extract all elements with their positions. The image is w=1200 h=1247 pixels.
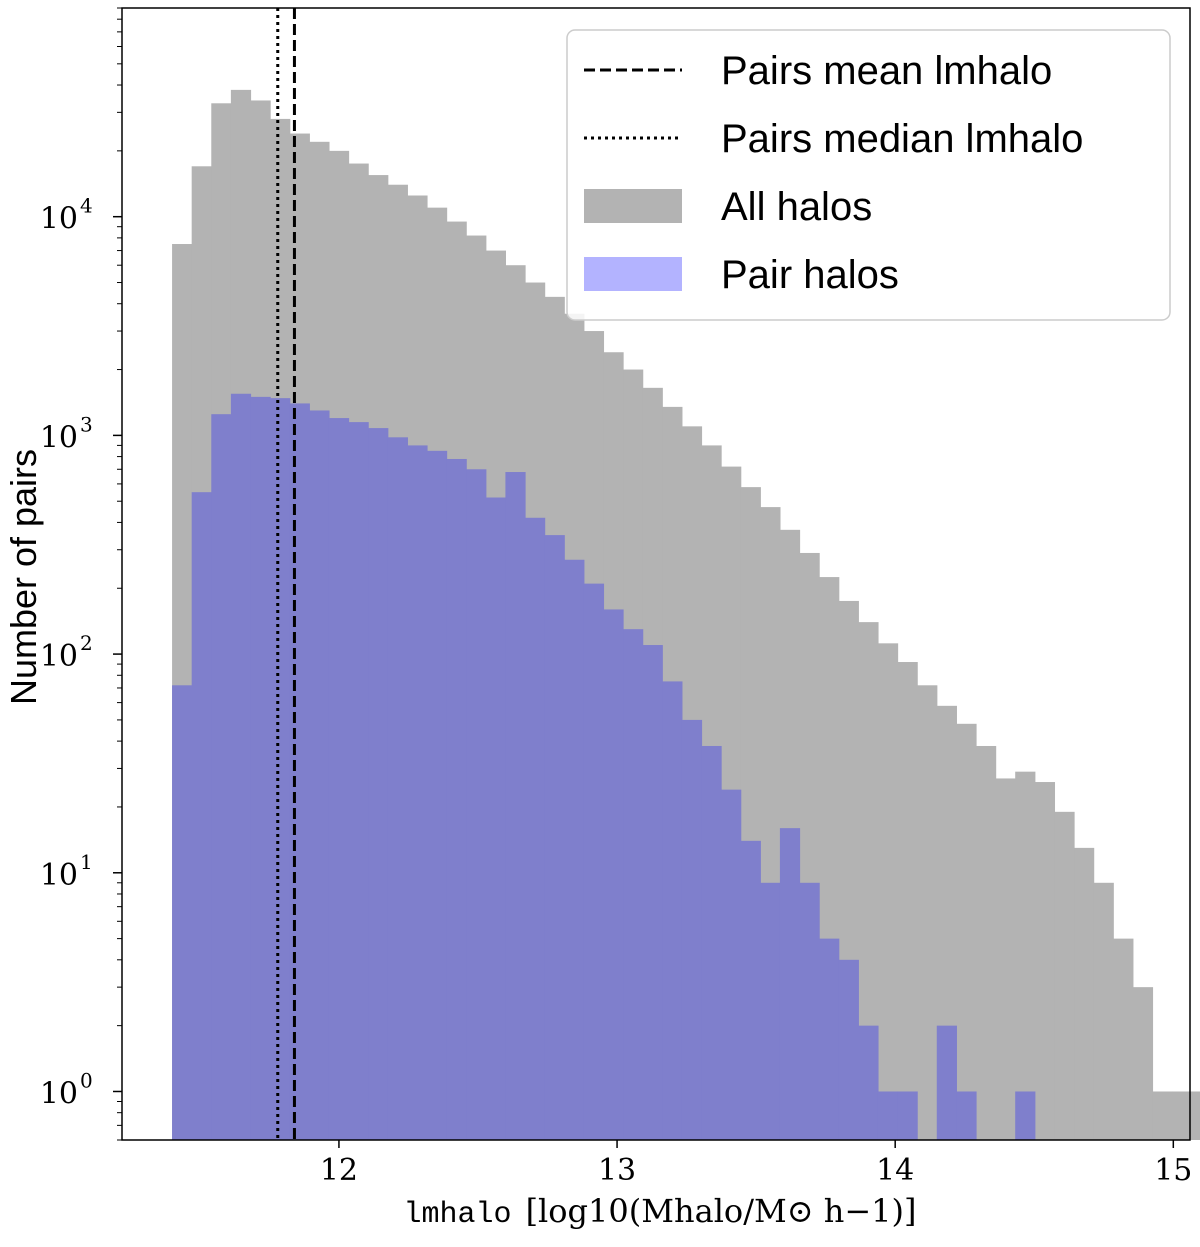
all-halos-bar bbox=[995, 778, 1016, 1140]
pair-halos-bar bbox=[877, 1091, 899, 1140]
x-axis-ticks: 12 13 14 15 bbox=[320, 1140, 1192, 1188]
pair-halos-bar bbox=[368, 428, 389, 1141]
legend-label: Pair halos bbox=[721, 253, 899, 297]
pair-halos-bar bbox=[172, 685, 193, 1140]
pair-halos-bar bbox=[387, 437, 408, 1140]
all-halos-bar bbox=[1152, 1091, 1173, 1140]
y-tick-exponent: 3 bbox=[80, 412, 93, 436]
pair-halos-bar bbox=[583, 583, 605, 1140]
pair-halos-bar bbox=[191, 492, 212, 1140]
pair-halos-bar bbox=[838, 959, 859, 1140]
pair-halos-bar bbox=[328, 418, 350, 1140]
axes-frame bbox=[121, 7, 1191, 1141]
all-halos-bar bbox=[1054, 811, 1075, 1140]
pair-halos-bar bbox=[642, 645, 663, 1140]
pair-halos-bar bbox=[564, 559, 585, 1140]
pair-halos-bar bbox=[407, 445, 428, 1140]
legend-label: All halos bbox=[721, 185, 872, 229]
all-halos-bar bbox=[1034, 782, 1056, 1140]
pair-halos-bar bbox=[701, 745, 722, 1140]
y-tick-exponent: 0 bbox=[80, 1068, 93, 1092]
legend-label: Pairs median lmhalo bbox=[721, 117, 1083, 161]
x-tick-label: 12 bbox=[320, 1153, 358, 1188]
reference-lines bbox=[276, 8, 296, 1140]
pair-halos-bar bbox=[799, 882, 820, 1140]
pair-halos-bar bbox=[211, 414, 232, 1140]
y-tick-label: 10 bbox=[40, 639, 78, 674]
y-tick-label: 10 bbox=[40, 202, 78, 237]
all-halos-bar bbox=[1172, 1091, 1193, 1140]
all-halos-bar bbox=[917, 685, 938, 1140]
all-halos-bar bbox=[1074, 847, 1095, 1140]
pair-halos-bar bbox=[426, 450, 448, 1140]
pair-halos-bar bbox=[289, 403, 310, 1140]
y-tick-exponent: 2 bbox=[80, 631, 93, 655]
y-tick-label: 10 bbox=[40, 420, 78, 455]
pair-halos-bar bbox=[760, 882, 781, 1140]
pair-halos-bar bbox=[446, 458, 467, 1140]
pair-halos-bar bbox=[309, 410, 330, 1141]
x-tick-label: 14 bbox=[876, 1153, 914, 1188]
legend-box bbox=[566, 29, 1171, 321]
legend-swatch bbox=[584, 189, 682, 223]
pair-halos-bar bbox=[250, 396, 271, 1140]
pair-halos-bar bbox=[819, 938, 840, 1140]
all-halos-bar bbox=[956, 723, 977, 1140]
pair-halos-bar bbox=[740, 840, 761, 1140]
pair-halos-bar bbox=[270, 398, 291, 1140]
x-axis-label-name: lmhalo bbox=[404, 1198, 512, 1232]
all-halos-bar bbox=[1015, 771, 1036, 1140]
all-halos-bar bbox=[858, 622, 879, 1140]
x-tick-label: 13 bbox=[598, 1153, 636, 1188]
y-tick-label: 10 bbox=[40, 858, 78, 893]
pair-halos-bar bbox=[858, 1025, 879, 1140]
all-halos-bar bbox=[877, 643, 899, 1140]
all-halos-bar bbox=[1093, 882, 1114, 1140]
pair-halos-bar bbox=[681, 719, 703, 1140]
legend: Pairs mean lmhalo Pairs median lmhalo All … bbox=[566, 29, 1171, 321]
pair-halos-bar bbox=[544, 535, 565, 1140]
pair-halos-bars bbox=[172, 393, 1036, 1141]
x-axis-label: lmhalo [log10(Mhalo/M⊙ h−1)] bbox=[404, 1192, 917, 1232]
pair-halos-bar bbox=[525, 517, 546, 1140]
x-axis-label-unit: [log10(Mhalo/M⊙ h−1)] bbox=[526, 1192, 917, 1230]
pair-halos-bar bbox=[603, 609, 624, 1140]
y-tick-exponent: 4 bbox=[80, 194, 93, 218]
all-halos-bar bbox=[975, 745, 997, 1140]
pair-halos-bar bbox=[623, 629, 644, 1140]
x-tick-label: 15 bbox=[1154, 1153, 1192, 1188]
y-tick-label: 10 bbox=[40, 1076, 78, 1111]
all-halos-bar bbox=[1191, 1091, 1200, 1140]
all-halos-bar bbox=[897, 662, 918, 1140]
y-axis-label: Number of pairs bbox=[3, 449, 44, 705]
pair-halos-bar bbox=[662, 681, 683, 1140]
all-halos-bar bbox=[1132, 987, 1154, 1140]
pair-halos-bar bbox=[505, 472, 526, 1140]
pair-halos-bar bbox=[721, 789, 742, 1140]
pair-halos-bar bbox=[230, 393, 252, 1140]
all-halos-bar bbox=[1113, 938, 1134, 1140]
pair-halos-bar bbox=[1015, 1091, 1036, 1140]
pair-halos-bar bbox=[897, 1091, 918, 1140]
legend-swatch bbox=[584, 257, 682, 291]
y-tick-exponent: 1 bbox=[80, 850, 93, 874]
pair-halos-bar bbox=[485, 497, 506, 1140]
pair-halos-bar bbox=[936, 1025, 957, 1140]
pair-halos-bar bbox=[956, 1091, 977, 1140]
pair-halos-bar bbox=[348, 422, 369, 1140]
legend-label: Pairs mean lmhalo bbox=[721, 49, 1052, 93]
pair-halos-bar bbox=[779, 828, 801, 1140]
pair-halos-bar bbox=[466, 469, 487, 1140]
